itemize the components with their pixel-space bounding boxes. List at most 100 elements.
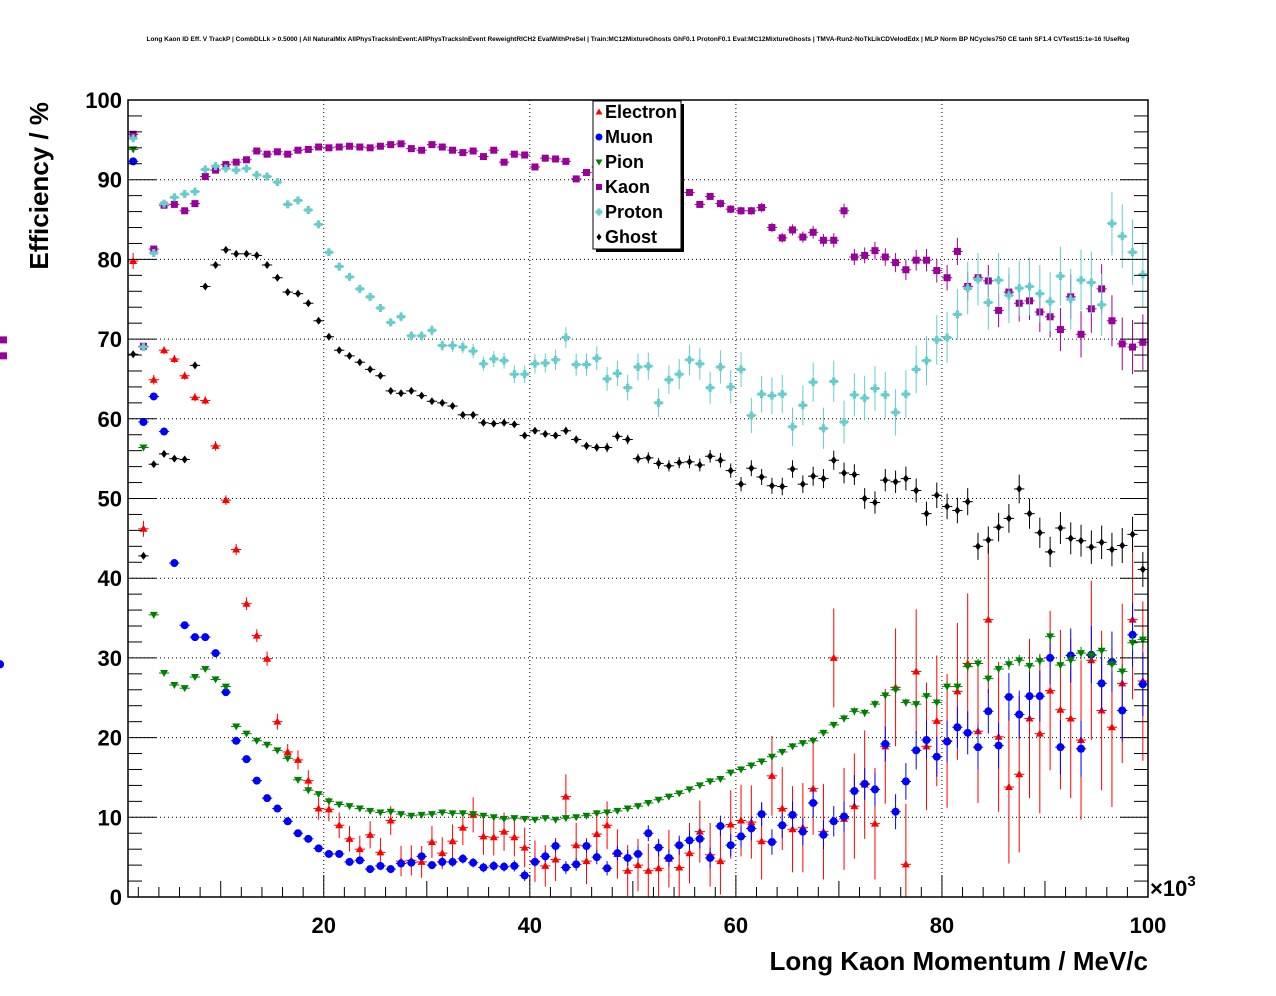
ghost-point: [995, 523, 1002, 532]
muon-point: [139, 417, 148, 426]
legend-marker-proton: [595, 208, 603, 216]
proton-point: [386, 318, 395, 327]
pion-point: [1118, 668, 1127, 676]
proton-point: [623, 383, 632, 392]
ghost-point: [861, 494, 868, 503]
kaon-point: [902, 266, 910, 274]
ghost-point: [387, 386, 394, 395]
kaon-point: [191, 200, 199, 208]
kaon-point: [768, 224, 776, 232]
electron-point: [160, 346, 169, 354]
proton-point: [211, 162, 220, 171]
muon-point: [974, 743, 982, 752]
ghost-point: [614, 432, 621, 441]
pion-point: [634, 803, 642, 811]
muon-point: [376, 861, 385, 870]
electron-point: [675, 863, 684, 871]
muon-point: [932, 752, 941, 761]
pion-point: [747, 762, 756, 770]
muon-point: [221, 688, 230, 697]
muon-point: [448, 857, 457, 866]
proton-point: [469, 347, 478, 356]
muon-point: [912, 746, 921, 755]
proton-point: [695, 359, 704, 368]
proton-point: [870, 384, 879, 393]
electron-point: [912, 667, 921, 675]
muon-point: [1035, 692, 1044, 701]
y-tick-label: 60: [98, 407, 122, 432]
muon-point: [458, 854, 467, 863]
pion-point: [438, 809, 447, 817]
muon-point: [211, 649, 220, 658]
ghost-point: [552, 431, 559, 440]
electron-point: [984, 615, 993, 623]
muon-point: [1097, 679, 1106, 688]
kaon-point: [315, 143, 323, 151]
electron-point: [366, 830, 375, 838]
muon-point: [654, 843, 663, 852]
ghost-point: [222, 245, 229, 254]
electron-point: [345, 834, 354, 842]
pion-point: [180, 685, 189, 693]
proton-point: [757, 390, 766, 399]
ghost-point: [779, 482, 786, 491]
muon-point: [953, 723, 962, 732]
proton-point: [190, 187, 199, 196]
kaon-point: [892, 259, 900, 267]
electron-point: [520, 843, 529, 851]
proton-point: [767, 391, 776, 400]
y-tick-label: 70: [98, 327, 122, 352]
kaon-point: [346, 142, 354, 150]
proton-point: [1107, 219, 1116, 228]
ghost-point: [233, 249, 240, 258]
proton-point: [819, 424, 828, 433]
legend-marker-muon: [595, 133, 603, 141]
proton-point: [510, 370, 519, 379]
electron-point: [221, 496, 230, 504]
electron-point: [1035, 729, 1044, 737]
kaon-point: [747, 207, 755, 215]
proton-point: [1004, 291, 1013, 300]
ghost-point: [789, 465, 796, 474]
electron-point: [1004, 783, 1013, 791]
electron-point: [263, 654, 272, 662]
electron-point: [603, 821, 612, 829]
kaon-point: [995, 306, 1003, 314]
pion-point: [510, 815, 519, 823]
pion-point: [685, 786, 694, 794]
pion-point: [273, 747, 282, 755]
ghost-point: [325, 332, 332, 341]
kaon-point: [943, 274, 951, 282]
pion-point: [500, 815, 509, 823]
proton-point: [675, 370, 684, 379]
muon-point: [407, 858, 416, 867]
ghost-point: [253, 251, 260, 260]
muon-point: [778, 821, 787, 830]
proton-point: [294, 196, 302, 205]
kaon-point: [933, 267, 941, 275]
pion-point: [922, 693, 931, 701]
ghost-point: [356, 358, 363, 367]
kaon-point: [686, 188, 694, 196]
ghost-point: [398, 389, 405, 398]
kaon-point: [387, 141, 395, 149]
proton-point: [221, 164, 230, 173]
proton-point: [561, 333, 570, 342]
muon-point: [572, 860, 581, 869]
pion-point: [397, 811, 406, 819]
pion-point: [458, 810, 467, 818]
ghost-point: [583, 441, 590, 450]
pion-point: [932, 699, 941, 707]
electron-point: [1056, 705, 1065, 713]
ghost-point: [501, 418, 508, 427]
pion-point: [242, 730, 251, 738]
ghost-point: [1129, 530, 1136, 539]
kaon-point: [263, 150, 271, 158]
kaon-point: [294, 146, 302, 154]
y-tick-label: 50: [98, 487, 122, 512]
muon-point: [685, 836, 694, 845]
proton-point: [932, 335, 941, 344]
muon-point: [397, 859, 406, 868]
proton-point: [1128, 248, 1137, 257]
ghost-point: [985, 535, 992, 544]
